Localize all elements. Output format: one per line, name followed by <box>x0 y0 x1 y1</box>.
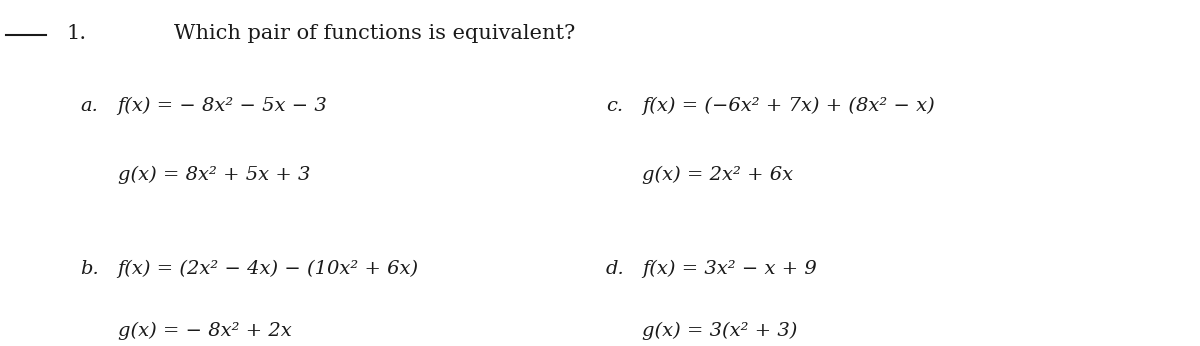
Text: g(x) = 8x² + 5x + 3: g(x) = 8x² + 5x + 3 <box>118 166 310 184</box>
Text: f(x) = − 8x² − 5x − 3: f(x) = − 8x² − 5x − 3 <box>118 97 328 115</box>
Text: g(x) = − 8x² + 2x: g(x) = − 8x² + 2x <box>118 322 292 340</box>
Text: Which pair of functions is equivalent?: Which pair of functions is equivalent? <box>174 24 575 43</box>
Text: f(x) = 3x² − x + 9: f(x) = 3x² − x + 9 <box>642 260 817 278</box>
Text: f(x) = (2x² − 4x) − (10x² + 6x): f(x) = (2x² − 4x) − (10x² + 6x) <box>118 260 419 278</box>
Text: g(x) = 3(x² + 3): g(x) = 3(x² + 3) <box>642 322 797 340</box>
Text: 1.: 1. <box>66 24 86 43</box>
Text: f(x) = (−6x² + 7x) + (8x² − x): f(x) = (−6x² + 7x) + (8x² − x) <box>642 97 935 115</box>
Text: b.: b. <box>80 260 100 277</box>
Text: d.: d. <box>606 260 625 277</box>
Text: a.: a. <box>80 97 98 115</box>
Text: c.: c. <box>606 97 623 115</box>
Text: g(x) = 2x² + 6x: g(x) = 2x² + 6x <box>642 166 793 184</box>
